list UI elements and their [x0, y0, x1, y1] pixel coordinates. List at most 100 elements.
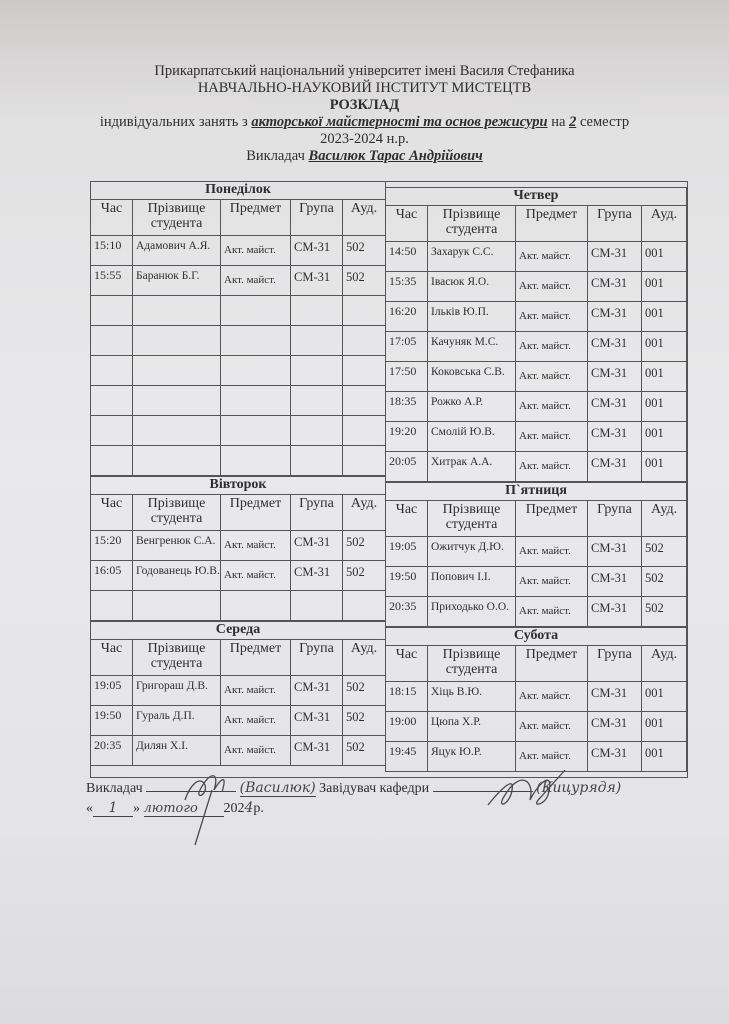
subtitle-on: на: [551, 114, 566, 130]
column-header-group: Група: [290, 639, 343, 676]
cell-subject: Акт. майст.: [515, 391, 588, 422]
teacher-signature-label: Викладач: [86, 781, 143, 796]
cell-group: СМ-31: [587, 241, 642, 272]
empty-cell: [341, 445, 387, 476]
empty-row: [90, 590, 387, 621]
cell-room: 001: [641, 391, 687, 422]
column-header-room: Ауд.: [640, 645, 688, 682]
cell-time: 19:50: [90, 705, 133, 736]
cell-room: 001: [641, 361, 687, 392]
day-table-0: Четвер Час Прізвище студента Предмет Група Ау…: [385, 187, 687, 482]
cell-group: СМ-31: [587, 681, 642, 712]
cell-student: Дилян Х.І.: [132, 735, 221, 766]
cell-room: 001: [641, 301, 687, 332]
column-header-student: Прізвище студента: [132, 199, 221, 236]
document-title: РОЗКЛАД: [329, 97, 400, 113]
column-header-room: Ауд.: [341, 639, 387, 676]
cell-student: Рожко А.Р.: [427, 391, 516, 422]
cell-subject: Акт. майст.: [515, 361, 588, 392]
subtitle-suffix: семестр: [579, 114, 630, 130]
cell-student: Ільків Ю.П.: [427, 301, 516, 332]
day-table-2: Субота Час Прізвище студента Предмет Група Ау…: [384, 627, 688, 772]
teacher-line: Викладач Василюк Тарас Андрійович: [0, 148, 729, 165]
cell-time: 18:35: [385, 391, 428, 422]
cell-subject: Акт. майст.: [220, 530, 291, 561]
schedule-left-column: Понеділок Час Прізвище студента Предмет Груп…: [89, 181, 387, 766]
cell-group: СМ-31: [290, 265, 343, 296]
cell-group: СМ-31: [290, 675, 343, 706]
cell-group: СМ-31: [587, 711, 642, 742]
date-month: лютого: [143, 801, 224, 817]
empty-cell: [132, 445, 221, 476]
table-row: 19:20 Смолій Ю.В. Акт. майст. СМ-31 001: [385, 421, 687, 452]
teacher-name-handwritten: (Василюк): [239, 780, 316, 797]
cell-room: 001: [640, 711, 688, 742]
column-header-student: Прізвище студента: [427, 645, 516, 682]
table-row: 20:05 Хитрак А.А. Акт. майст. СМ-31 001: [385, 451, 687, 482]
semester-number: 2: [569, 114, 577, 130]
table-row: 15:55 Баранюк Б.Г. Акт. майст. СМ-31 502: [90, 265, 387, 296]
cell-time: 16:20: [385, 301, 428, 332]
table-row: 19:05 Ожитчук Д.Ю. Акт. майст. СМ-31 502: [385, 536, 688, 567]
date-year-prefix: 202: [223, 801, 245, 816]
cell-time: 15:10: [90, 235, 133, 266]
column-header-group: Група: [587, 205, 642, 242]
subject-name: акторської майстерності та основ режисур…: [251, 114, 548, 130]
cell-subject: Акт. майст.: [515, 566, 588, 597]
cell-time: 19:20: [385, 421, 428, 452]
teacher-label: Викладач: [246, 148, 305, 164]
cell-student: Цюпа Х.Р.: [427, 711, 516, 742]
column-header-room: Ауд.: [341, 494, 387, 531]
cell-subject: Акт. майст.: [515, 741, 588, 772]
cell-student: Хитрак А.А.: [427, 451, 516, 482]
cell-time: 19:05: [90, 675, 133, 706]
table-row: 17:05 Качуняк М.С. Акт. майст. СМ-31 001: [385, 331, 687, 362]
cell-room: 502: [341, 235, 387, 266]
cell-student: Захарук С.С.: [427, 241, 516, 272]
empty-row: [90, 445, 387, 476]
date-day: 1: [93, 800, 133, 817]
table-row: 14:50 Захарук С.С. Акт. майст. СМ-31 001: [385, 241, 687, 272]
cell-group: СМ-31: [587, 451, 642, 482]
empty-cell: [90, 355, 133, 386]
cell-group: СМ-31: [290, 530, 343, 561]
cell-subject: Акт. майст.: [515, 596, 588, 627]
column-header-room: Ауд.: [640, 500, 688, 537]
table-row: 20:35 Дилян Х.І. Акт. майст. СМ-31 502: [90, 735, 387, 766]
column-header-time: Час: [90, 199, 133, 236]
cell-room: 001: [640, 741, 688, 772]
date-quote-open: «: [86, 801, 93, 816]
cell-group: СМ-31: [290, 735, 343, 766]
cell-subject: Акт. майст.: [515, 421, 588, 452]
column-header-group: Група: [290, 199, 343, 236]
cell-subject: Акт. майст.: [515, 681, 588, 712]
empty-cell: [90, 385, 133, 416]
table-row: 19:45 Яцук Ю.Р. Акт. майст. СМ-31 001: [385, 741, 688, 772]
column-header-time: Час: [385, 645, 428, 682]
day-name: Середа: [89, 621, 387, 640]
empty-cell: [290, 445, 343, 476]
subtitle-prefix: індивідуальних занять з: [99, 114, 248, 130]
empty-cell: [90, 295, 133, 326]
day-table-1: Вівторок Час Прізвище студента Предмет Група…: [89, 476, 387, 621]
head-name-handwritten: (Кицурядя): [536, 780, 622, 796]
cell-group: СМ-31: [587, 271, 642, 302]
empty-cell: [290, 590, 343, 621]
cell-subject: Акт. майст.: [220, 735, 291, 766]
column-header-group: Група: [587, 500, 642, 537]
cell-room: 001: [641, 271, 687, 302]
cell-group: СМ-31: [587, 741, 642, 772]
teacher-name: Василюк Тарас Андрійович: [308, 148, 483, 164]
empty-cell: [220, 445, 291, 476]
cell-time: 17:50: [385, 361, 428, 392]
empty-cell: [341, 355, 387, 386]
cell-subject: Акт. майст.: [220, 675, 291, 706]
cell-room: 001: [641, 451, 687, 482]
table-row: 19:00 Цюпа Х.Р. Акт. майст. СМ-31 001: [385, 711, 688, 742]
date-year-digit: 4: [244, 800, 254, 816]
cell-student: Коковська С.В.: [427, 361, 516, 392]
empty-cell: [90, 415, 133, 446]
cell-room: 001: [641, 241, 687, 272]
column-header-student: Прізвище студента: [132, 639, 221, 676]
